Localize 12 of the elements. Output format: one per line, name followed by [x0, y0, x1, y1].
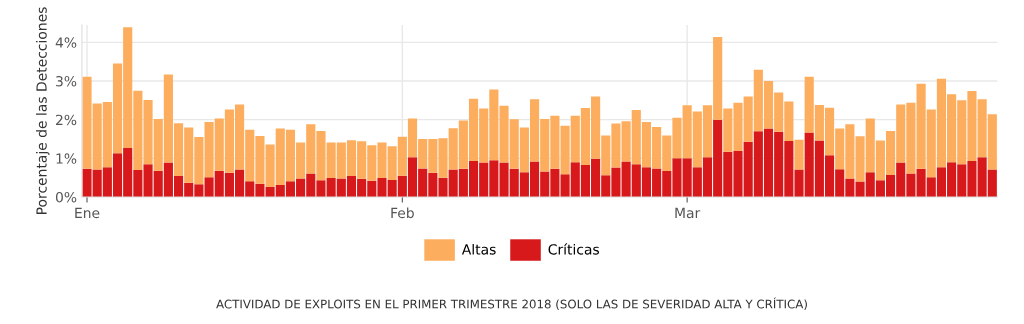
y-tick-label: 0%: [55, 191, 77, 203]
y-tick-label: 2%: [56, 114, 77, 126]
x-tick-label: Ene: [75, 207, 100, 219]
text: ACTIVIDAD DE EXPLOITS EN EL PRIMER TRIMESTRE 2018 (SOLO LAS DE SEVERIDAD ALTA Y CRÍTICA): [216, 297, 807, 310]
x-tick-label: Feb: [391, 207, 414, 219]
y-tick-label: 3%: [56, 75, 77, 87]
y-axis-title: Porcentaje de las Detecciones: [36, 7, 50, 214]
y-tick-label: 4%: [55, 37, 77, 48]
legend-label: Críticas: [548, 243, 600, 255]
x-tick-label: Mar: [675, 207, 701, 219]
y-tick-label: 1%: [56, 153, 77, 164]
legend-label: Altas: [461, 243, 496, 255]
